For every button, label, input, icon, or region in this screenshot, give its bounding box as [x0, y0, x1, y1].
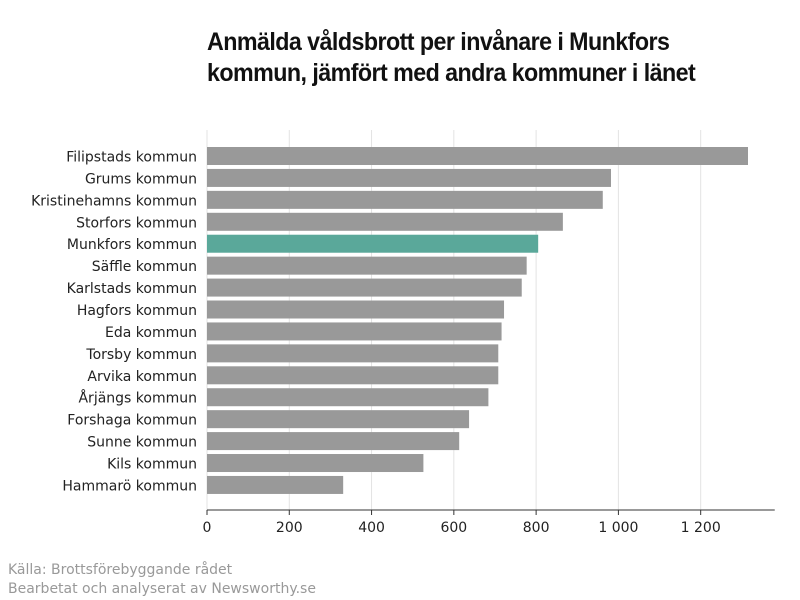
bar [207, 344, 499, 363]
category-label: Sunne kommun [87, 435, 197, 451]
category-label: Kils kommun [107, 457, 197, 473]
category-label: Arvika kommun [87, 369, 197, 385]
bars [207, 147, 748, 494]
bar [207, 366, 499, 385]
chart-title: Anmälda våldsbrott per invånare i Munkfo… [207, 28, 696, 87]
x-tick-label: 200 [276, 520, 303, 536]
category-label: Torsby kommun [85, 347, 197, 363]
bar [207, 278, 522, 297]
bar [207, 322, 502, 341]
x-tick-label: 1 200 [681, 520, 721, 536]
bar [207, 475, 344, 494]
x-tick-label: 400 [358, 520, 385, 536]
bar [207, 212, 563, 231]
x-tick-label: 800 [523, 520, 550, 536]
category-labels: Filipstads kommun Grums kommun Kristineham… [31, 150, 197, 495]
category-label: Forshaga kommun [67, 413, 197, 429]
category-label: Munkfors kommun [67, 237, 197, 253]
category-label: Kristinehamns kommun [31, 193, 197, 209]
bar [207, 432, 460, 451]
bar [207, 300, 505, 319]
category-label: Storfors kommun [76, 215, 197, 231]
grid-lines [206, 130, 702, 510]
category-label: Filipstads kommun [66, 150, 197, 166]
bar [207, 256, 527, 275]
x-tick-label: 600 [440, 520, 467, 536]
x-tick-label: 0 [203, 520, 212, 536]
bar [207, 168, 612, 187]
category-label: Årjängs kommun [78, 390, 197, 407]
bar [207, 190, 603, 209]
category-label: Hagfors kommun [77, 303, 197, 319]
bar [207, 147, 748, 165]
bar [207, 454, 424, 473]
bar [207, 388, 489, 407]
x-ticks: 0 200 400 600 800 1 000 1 200 [203, 510, 721, 536]
category-label: Hammarö kommun [62, 478, 197, 494]
footer: Källa: Brottsförebyggande rådet Bearbeta… [8, 561, 316, 599]
category-label: Karlstads kommun [67, 281, 197, 297]
x-tick-label: 1 000 [598, 520, 638, 536]
source-note: Källa: Brottsförebyggande rådet [8, 562, 233, 578]
bar [207, 410, 470, 429]
credit-note: Bearbetat och analyserat av Newsworthy.s… [8, 581, 316, 597]
bar-highlight [207, 234, 539, 253]
category-label: Säffle kommun [92, 259, 197, 275]
category-label: Grums kommun [85, 171, 197, 187]
category-label: Eda kommun [105, 325, 197, 341]
